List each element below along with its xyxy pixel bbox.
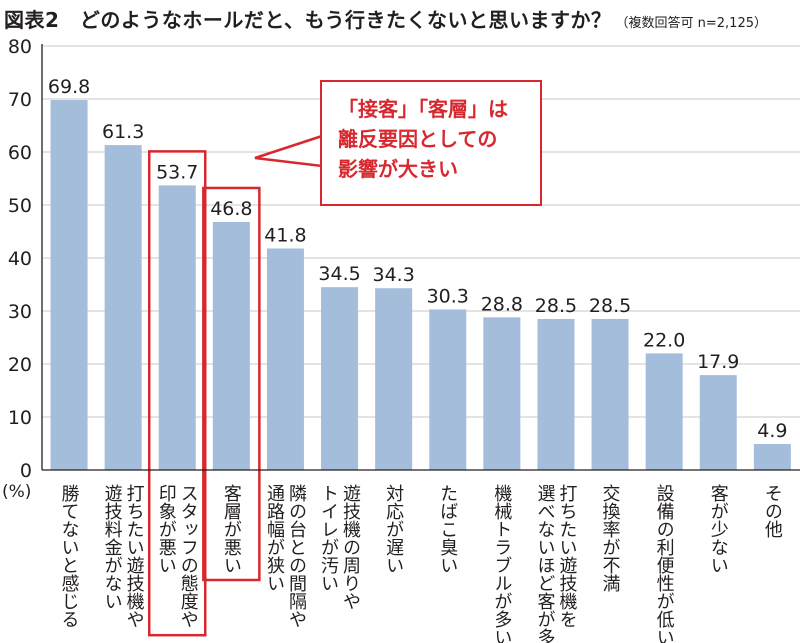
category-label: たばこ臭い — [437, 484, 458, 574]
bar — [645, 353, 683, 470]
bar — [699, 375, 737, 470]
value-label: 28.5 — [535, 295, 577, 317]
value-label: 69.8 — [48, 76, 90, 98]
category-label: スタッフの態度や — [178, 484, 199, 628]
category-label: トイレが汚い — [318, 484, 339, 592]
category-label: 客が少ない — [708, 484, 729, 574]
y-axis-unit-label: (%) — [2, 482, 31, 502]
category-label: 交換率が不満 — [600, 484, 621, 593]
callout-line-1: 「接客」「客層」は — [338, 97, 508, 121]
bar — [158, 185, 196, 470]
category-label: 隣の台との間隔や — [286, 484, 307, 628]
y-tick-label: 60 — [8, 142, 32, 164]
y-tick-label: 70 — [8, 89, 32, 111]
category-label: 遊技料金がない — [102, 484, 123, 610]
y-tick-label: 40 — [8, 248, 32, 270]
axes: 0 10 20 30 40 50 60 70 80 (%) — [2, 36, 800, 502]
category-label: 客層が悪い — [221, 484, 242, 574]
callout-line-2: 離反要因としての — [338, 127, 498, 151]
value-label: 34.3 — [372, 264, 414, 286]
y-tick-label: 10 — [8, 407, 32, 429]
value-label: 61.3 — [102, 121, 144, 143]
bar — [212, 221, 250, 470]
bar — [591, 318, 629, 470]
value-label: 17.9 — [697, 351, 739, 373]
value-label: 4.9 — [757, 420, 787, 442]
bars — [50, 100, 791, 471]
value-label: 46.8 — [210, 198, 252, 220]
value-label: 34.5 — [318, 263, 360, 285]
y-tick-label: 50 — [8, 195, 32, 217]
value-label: 53.7 — [156, 161, 198, 183]
value-label: 41.8 — [264, 224, 306, 246]
category-label: 印象が悪い — [156, 484, 177, 574]
value-label: 30.3 — [427, 285, 469, 307]
category-label: 遊技機の周りや — [340, 484, 361, 610]
bar — [753, 444, 791, 470]
chart-title-main: 図表2 どのようなホールだと、もう行きたくないと思いますか？ — [4, 8, 612, 32]
value-label: 28.5 — [589, 295, 631, 317]
category-label: 通路幅が狭い — [264, 484, 285, 592]
bar — [537, 318, 575, 470]
bar — [483, 317, 521, 470]
highlight-box — [202, 186, 261, 582]
category-label: 打ちたい遊技機や — [124, 484, 145, 628]
bar — [266, 248, 304, 470]
value-labels: 69.8 61.3 53.7 46.8 41.8 34.5 34.3 30.3 28.8 28.5… — [48, 76, 787, 637]
bar — [321, 287, 359, 470]
highlight-box — [148, 150, 207, 637]
chart-title: 図表2 どのようなホールだと、もう行きたくないと思いますか？ （複数回答可 n=2… — [4, 4, 767, 33]
bar — [375, 288, 413, 470]
category-label: 選べないほど客が多い — [534, 484, 555, 643]
y-tick-label: 0 — [20, 460, 32, 482]
category-label: 打ちたい遊技機を — [556, 484, 577, 628]
category-label: 機械トラブルが多い — [491, 484, 512, 643]
y-tick-label: 20 — [8, 354, 32, 376]
callout-line-3: 影響が大きい — [338, 157, 458, 181]
value-label: 22.0 — [643, 329, 685, 351]
category-label: 設備の利便性が低い — [654, 484, 675, 643]
y-tick-label: 80 — [8, 36, 32, 58]
bar — [104, 145, 142, 471]
chart-title-note: （複数回答可 n=2,125） — [615, 16, 767, 31]
value-label: 28.8 — [481, 293, 523, 315]
bar — [429, 309, 467, 470]
category-label: 勝てないと感じる — [59, 484, 80, 628]
callout-box: 「接客」「客層」は 離反要因としての 影響が大きい — [320, 80, 542, 206]
category-label: その他 — [762, 484, 783, 538]
callout-pointer — [254, 134, 324, 168]
y-tick-label: 30 — [8, 301, 32, 323]
bar — [50, 100, 88, 470]
category-label: 対応が遅い — [383, 484, 404, 574]
